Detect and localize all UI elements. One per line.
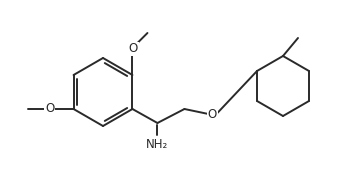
Text: O: O [129, 42, 138, 56]
Text: O: O [45, 102, 54, 116]
Text: O: O [208, 108, 217, 121]
Text: NH₂: NH₂ [146, 139, 169, 152]
